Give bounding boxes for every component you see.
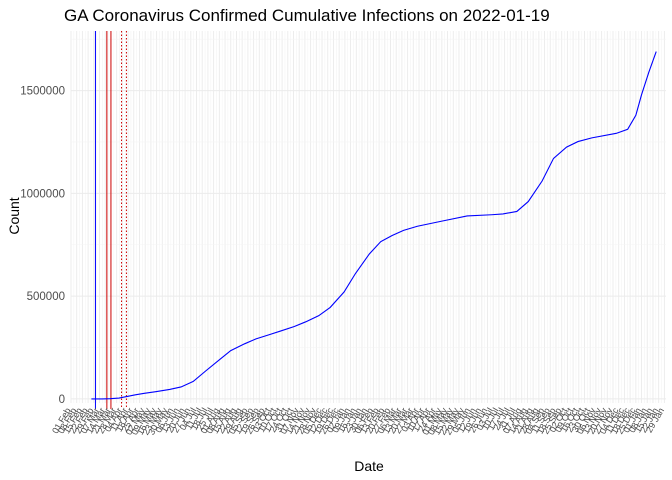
- y-tick-label: 0: [59, 394, 65, 406]
- chart-title: GA Coronavirus Confirmed Cumulative Infe…: [64, 6, 550, 25]
- y-tick-labels: 0 500000 1000000 1500000: [20, 86, 65, 406]
- grid-layer: [70, 31, 666, 403]
- y-tick-label: 500000: [27, 291, 65, 303]
- y-tick-label: 1500000: [20, 86, 65, 98]
- series-line: [91, 51, 657, 400]
- y-tick-label: 1000000: [20, 188, 65, 200]
- x-axis-title: Date: [354, 458, 384, 474]
- vline-layer: [94, 31, 127, 409]
- y-axis-title: Count: [6, 197, 22, 234]
